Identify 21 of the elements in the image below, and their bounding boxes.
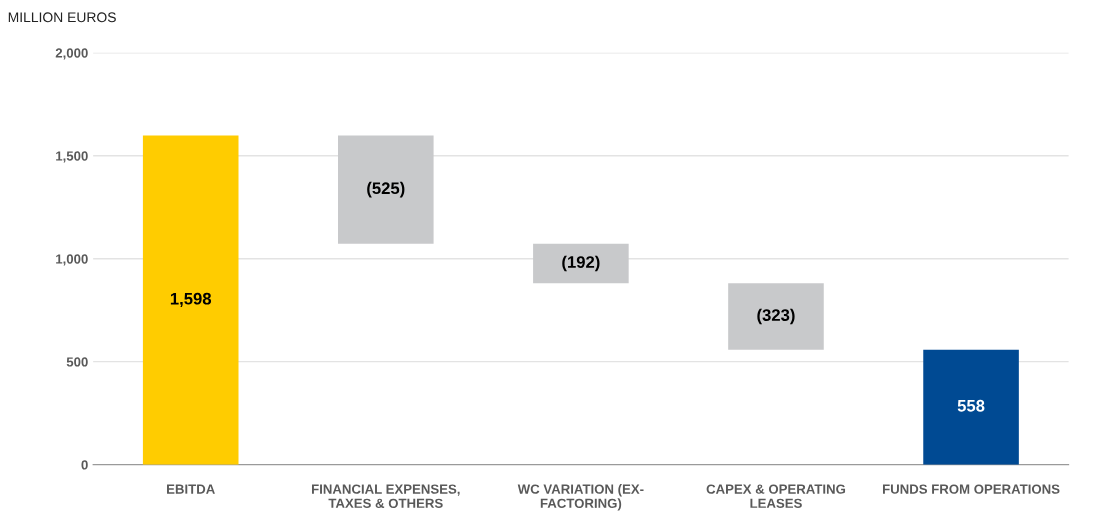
bar bbox=[338, 135, 434, 244]
y-tick-label: 1,500 bbox=[56, 151, 88, 163]
x-tick-label: WC VARIATION (EX- FACTORING) bbox=[517, 484, 644, 511]
x-tick-label: CAPEX & OPERATING LEASES bbox=[706, 484, 846, 508]
data-label: (525) bbox=[367, 181, 405, 198]
y-tick-label: 500 bbox=[66, 357, 88, 367]
x-tick-label: EBITDA bbox=[167, 484, 215, 494]
bar bbox=[923, 349, 1019, 465]
data-label: (323) bbox=[757, 308, 795, 325]
data-label: 1,598 bbox=[170, 292, 212, 307]
y-tick-label: 1,000 bbox=[56, 254, 88, 266]
bar bbox=[533, 243, 629, 284]
y-tick-label: 0 bbox=[81, 460, 88, 470]
x-tick-label: FUNDS FROM OPERATIONS bbox=[883, 484, 1060, 494]
bar bbox=[728, 283, 824, 350]
y-axis-title: MILLION EUROS bbox=[8, 12, 116, 23]
bar bbox=[142, 135, 239, 465]
data-label: (192) bbox=[562, 255, 600, 272]
y-tick-label: 2,000 bbox=[55, 48, 88, 60]
x-tick-label: FINANCIAL EXPENSES, TAXES & OTHERS bbox=[312, 484, 460, 508]
data-label: 558 bbox=[957, 399, 985, 412]
